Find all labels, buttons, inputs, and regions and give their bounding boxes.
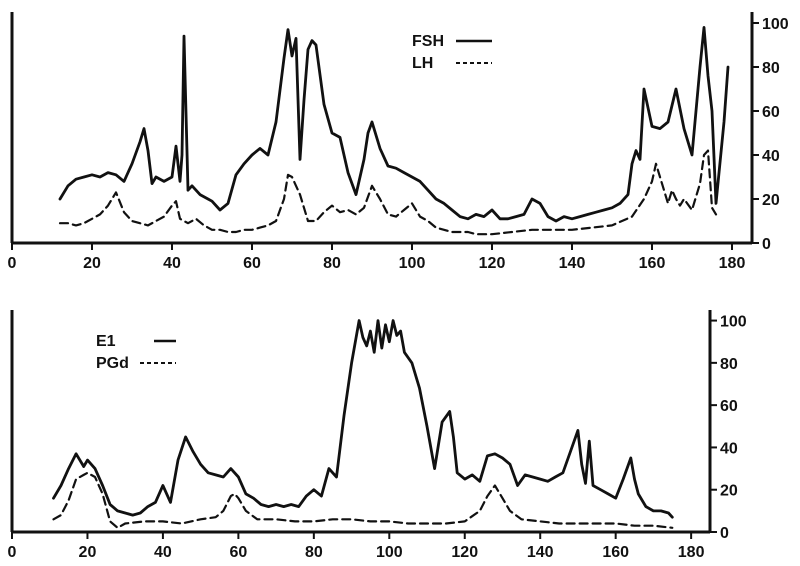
chart1-x-tick-label: 80 bbox=[323, 255, 341, 272]
chart2-x-tick-label: 100 bbox=[376, 544, 403, 561]
chart1-y-tick-label: 20 bbox=[762, 192, 780, 209]
chart1-y-tick-label: 100 bbox=[762, 16, 789, 33]
chart1-y-tick-label: 60 bbox=[762, 104, 780, 121]
chart2-x-tick-label: 140 bbox=[527, 544, 554, 561]
chart2-series-pgd bbox=[52, 471, 674, 529]
chart2-y-tick-label: 0 bbox=[720, 525, 729, 542]
chart1-x-tick-label: 40 bbox=[163, 255, 181, 272]
chart2-x-tick-label: 180 bbox=[678, 544, 705, 561]
chart2-x-tick-label: 160 bbox=[602, 544, 629, 561]
chart2-x-tick-label: 40 bbox=[154, 544, 172, 561]
chart2-y-tick-label: 60 bbox=[720, 398, 738, 415]
chart2-y-tick-label: 40 bbox=[720, 440, 738, 457]
chart1-x-tick-label: 20 bbox=[83, 255, 101, 272]
chart1-x-tick-label: 0 bbox=[8, 255, 17, 272]
chart1-y-tick-label: 40 bbox=[762, 148, 780, 165]
chart2-x-tick-label: 120 bbox=[451, 544, 478, 561]
chart2-series-e1 bbox=[52, 319, 674, 519]
chart1-series-lh bbox=[58, 149, 718, 236]
chart2-legend-label: PGd bbox=[96, 355, 129, 372]
chart1-y-tick-label: 80 bbox=[762, 60, 780, 77]
chart2-y-tick-label: 20 bbox=[720, 483, 738, 500]
chart1-x-tick-label: 120 bbox=[479, 255, 506, 272]
chart1-x-tick-label: 100 bbox=[399, 255, 426, 272]
chart2-y-tick-label: 80 bbox=[720, 356, 738, 373]
chart1-legend-label: FSH bbox=[412, 33, 444, 50]
chart1-x-tick-label: 160 bbox=[639, 255, 666, 272]
chart1-x-tick-label: 60 bbox=[243, 255, 261, 272]
chart2-x-tick-label: 60 bbox=[229, 544, 247, 561]
chart1-series-fsh bbox=[58, 25, 730, 223]
chart2-x-tick-label: 80 bbox=[305, 544, 323, 561]
chart1-y-tick-label: 0 bbox=[762, 236, 771, 253]
chart2-legend-label: E1 bbox=[96, 333, 116, 350]
chart1-x-tick-label: 140 bbox=[559, 255, 586, 272]
chart2-x-tick-label: 0 bbox=[8, 544, 17, 561]
chart2-x-tick-label: 20 bbox=[79, 544, 97, 561]
chart2-y-tick-label: 100 bbox=[720, 314, 747, 331]
chart1-legend-label: LH bbox=[412, 55, 433, 72]
chart1-x-tick-label: 180 bbox=[719, 255, 746, 272]
